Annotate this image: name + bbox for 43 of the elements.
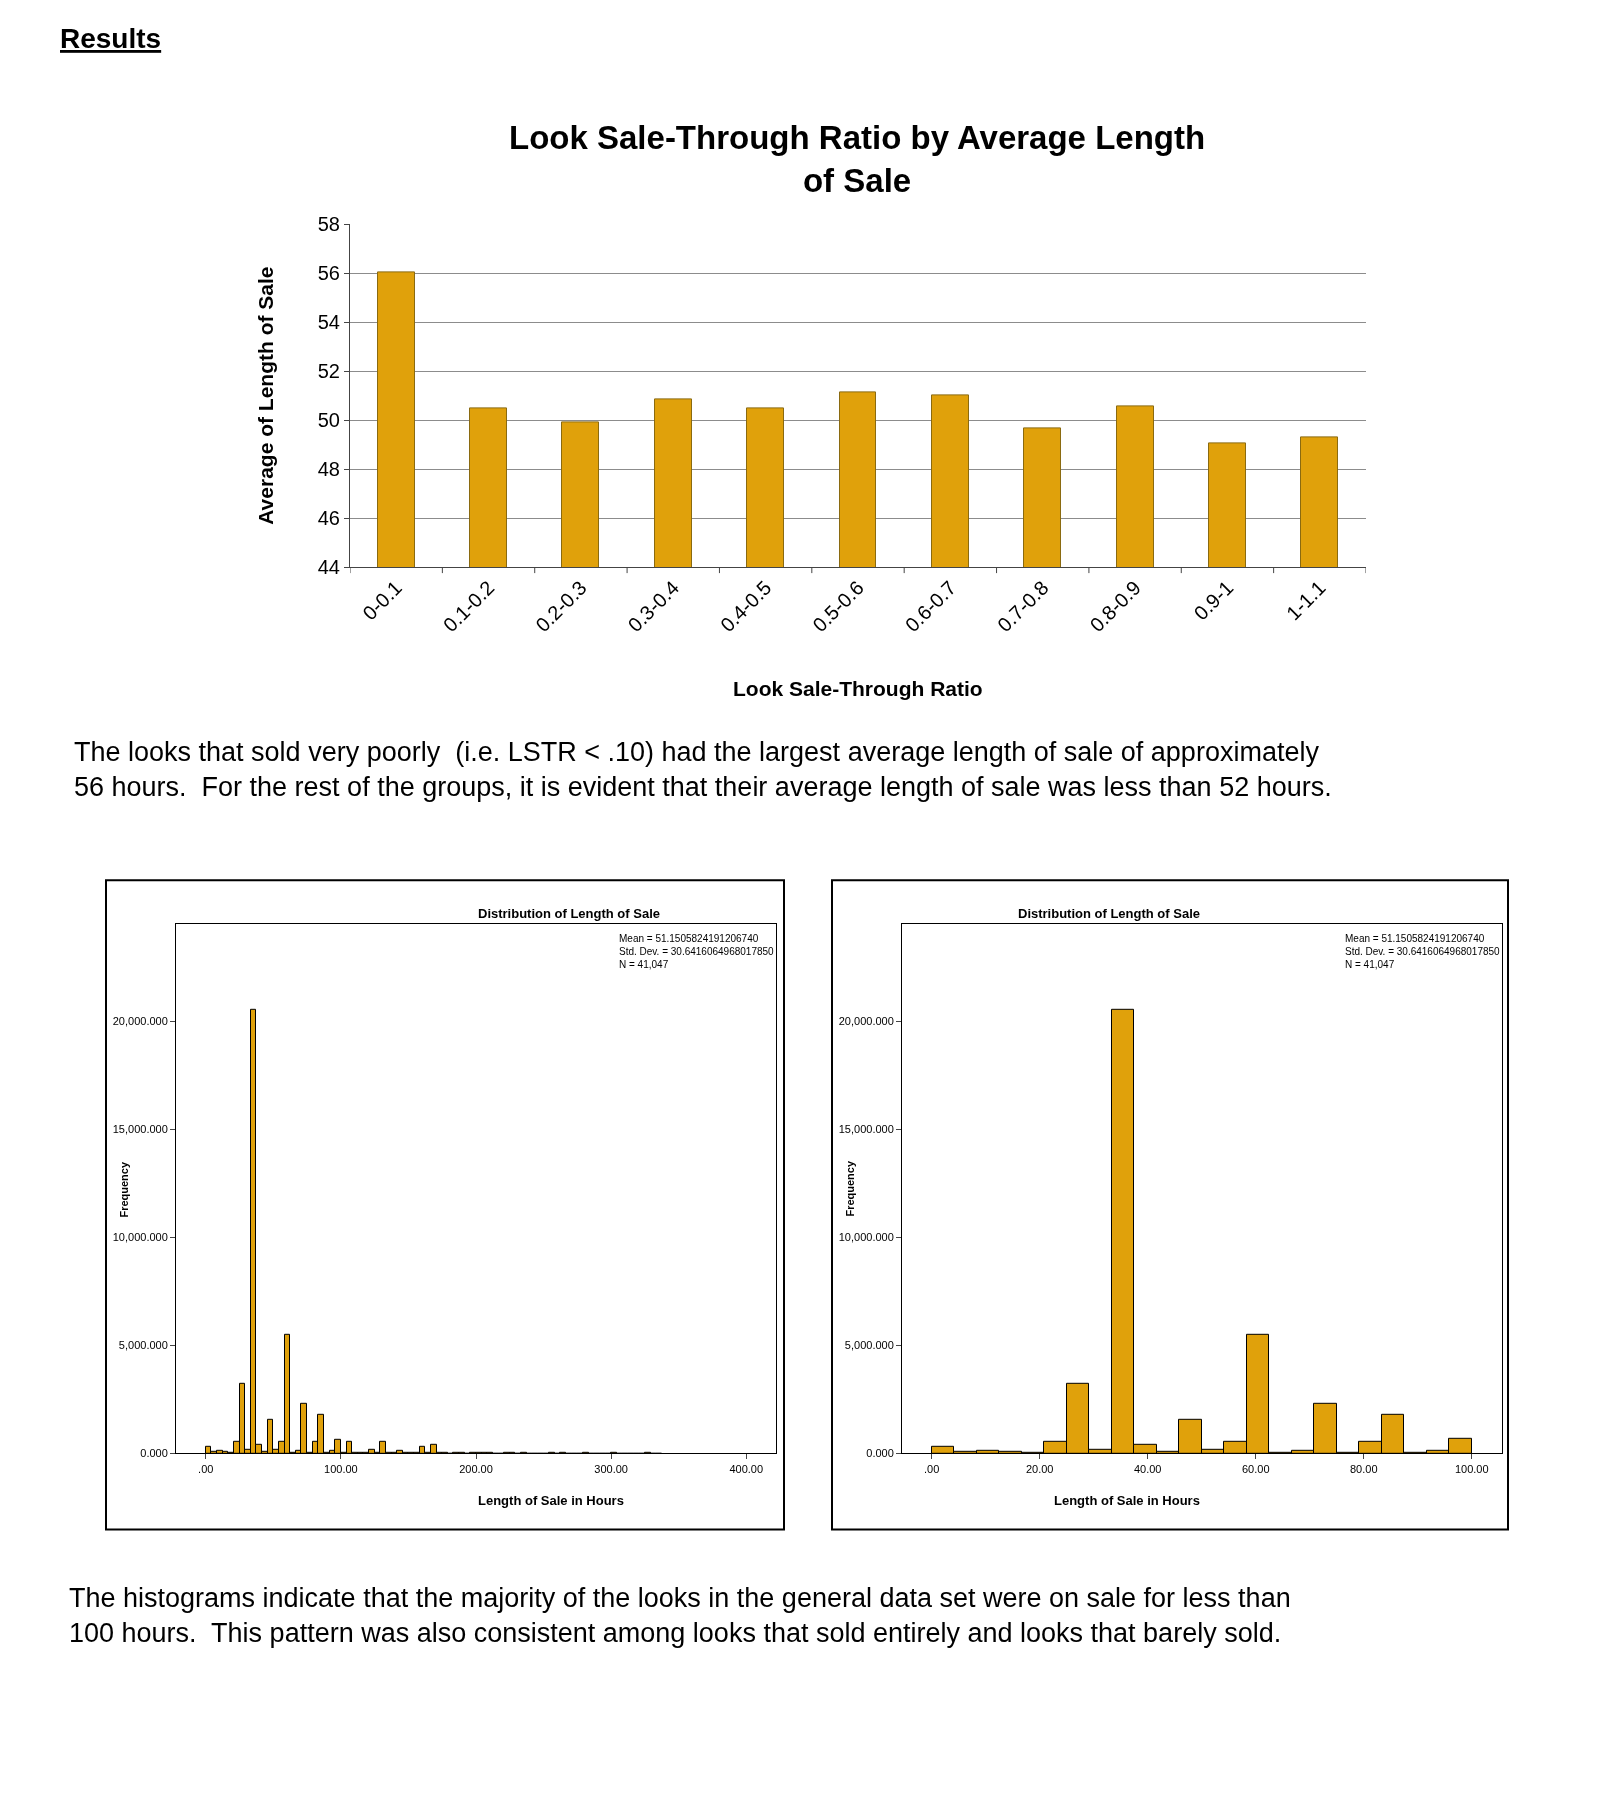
y-tick-label: 50 [317,409,340,432]
y-tick-label: 5,000.000 [118,1339,168,1352]
annotation: Mean = 51.1505824191206740 Std. Dev. = 30.6416064968017850 N = 41,047 [619,933,775,970]
x-tick-label: 300.00 [594,1462,628,1475]
x-tick-label: .00 [198,1462,214,1475]
y-tick-label: 46 [317,507,340,530]
chart-title: Distribution of Length of Sale [478,906,660,921]
x-tick-label: 60.00 [1241,1462,1270,1475]
y-tick-label: 0.000 [140,1447,168,1460]
y-tick-label: 10,000.000 [838,1231,894,1244]
x-axis-title: Look Sale-Through Ratio [733,677,983,700]
y-tick-label: 54 [317,311,340,334]
x-tick-label: 100.00 [324,1462,358,1475]
y-axis-title: Frequency [844,1160,857,1217]
x-tick-label: .00 [924,1462,940,1475]
text: Results [60,23,162,54]
y-tick-label: 15,000.000 [112,1122,168,1135]
y-tick-label: 20,000.000 [112,1014,168,1027]
y-tick-label: 48 [317,458,340,481]
y-tick-label: 15,000.000 [838,1122,894,1135]
x-axis-title: Length of Sale in Hours [478,1493,624,1508]
x-tick-label: 40.00 [1133,1462,1162,1475]
annotation: Mean = 51.1505824191206740 Std. Dev. = 30.6416064968017850 N = 41,047 [1345,933,1501,970]
y-axis-title: Frequency [118,1161,131,1218]
text: The histograms indicate that the majority of the looks in the general data set were on sale for less than 100 hours. This pattern was also consistent among looks that sold entirely and looks that barely sold. [69,1583,1291,1649]
x-axis-title: Length of Sale in Hours [1054,1493,1200,1508]
x-tick-label: 200.00 [459,1462,493,1475]
y-tick-label: 10,000.000 [112,1231,168,1244]
chart-title: Distribution of Length of Sale [1018,906,1200,921]
y-tick-label: 58 [317,213,340,236]
x-tick-label: 20.00 [1025,1462,1054,1475]
y-tick-label: 44 [317,556,340,579]
x-tick-label: 400.00 [729,1462,764,1475]
y-tick-label: 56 [317,262,340,285]
y-tick-label: 20,000.000 [838,1014,894,1027]
chart-title: Look Sale-Through Ratio by Average Length of Sale [509,119,1206,199]
x-tick-label: 100.00 [1454,1462,1489,1475]
y-tick-label: 52 [317,360,340,383]
x-tick-label: 80.00 [1349,1462,1378,1475]
text: The looks that sold very poorly (i.e. LSTR < .10) had the largest average length of sale of approximately 56 hours. For the rest of the groups, it is evident that their average length of sale was less than 52 hours. [74,737,1332,803]
y-tick-label: 0.000 [866,1447,894,1460]
y-tick-label: 5,000.000 [844,1339,894,1352]
y-axis-title: Average of Length of Sale [254,266,278,525]
